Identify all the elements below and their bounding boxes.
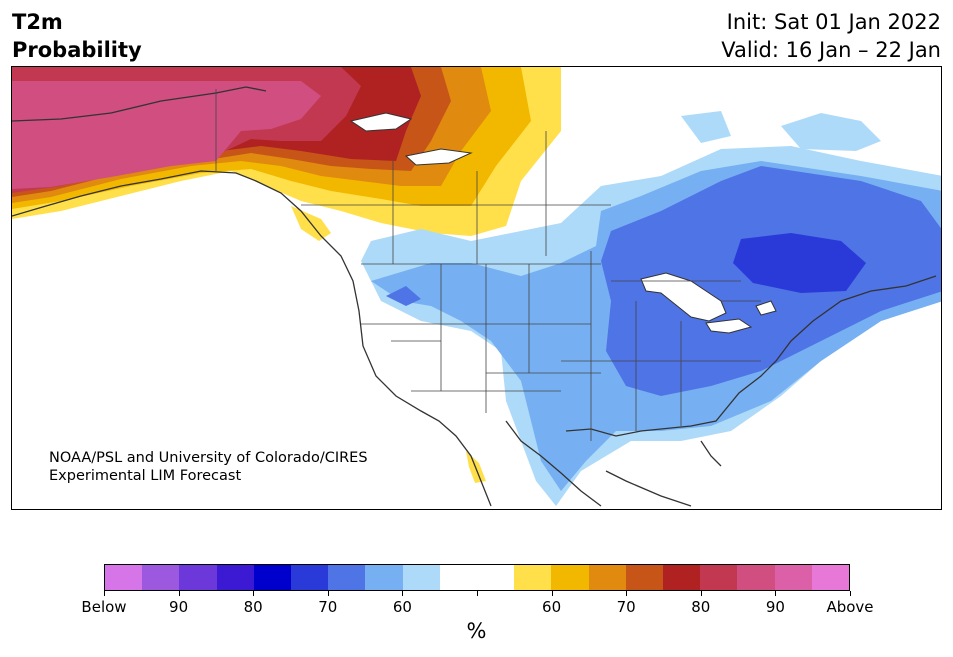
colorbar-tick	[178, 591, 180, 596]
colorbar-label: 70	[318, 598, 338, 616]
colorbar-segment	[588, 565, 626, 590]
great-lakes	[349, 112, 777, 334]
colorbar-segment	[737, 565, 775, 590]
forecast-dates: Init: Sat 01 Jan 2022 Valid: 16 Jan – 22…	[721, 8, 941, 64]
colorbar-label: 60	[542, 598, 562, 616]
colorbar-segment	[253, 565, 292, 590]
colorbar-tickmarks	[0, 591, 953, 597]
colorbar-segment	[774, 565, 812, 590]
title-kind: Probability	[12, 38, 142, 62]
colorbar-tick	[775, 591, 777, 596]
colorbar-segment	[811, 565, 850, 590]
init-date: Init: Sat 01 Jan 2022	[726, 10, 941, 34]
map-canvas	[12, 67, 941, 507]
above-normal-region	[12, 67, 561, 483]
colorbar-label: 90	[765, 598, 785, 616]
colorbar-tick	[253, 591, 255, 596]
colorbar-segment	[514, 565, 552, 590]
arctic-region	[681, 111, 881, 151]
colorbar-label: 90	[169, 598, 189, 616]
colorbar-segment	[216, 565, 254, 590]
colorbar-segment	[179, 565, 217, 590]
colorbar-label: Below	[81, 598, 127, 616]
colorbar-segment	[700, 565, 738, 590]
colorbar-tick	[327, 591, 329, 596]
colorbar	[104, 564, 850, 591]
colorbar-segment	[105, 565, 143, 590]
colorbar-segment	[551, 565, 589, 590]
below-normal-region	[361, 146, 941, 506]
colorbar-segment	[477, 565, 515, 590]
forecast-map	[11, 66, 942, 510]
colorbar-segment	[439, 565, 478, 590]
colorbar-tick	[551, 591, 553, 596]
colorbar-label: 70	[616, 598, 636, 616]
colorbar-segment	[663, 565, 701, 590]
title-variable: T2m	[12, 10, 63, 34]
colorbar-labels: Below 90 80 70 60 60 70 80 90 Above	[0, 598, 953, 618]
colorbar-tick	[700, 591, 702, 596]
credit-line1: NOAA/PSL and University of Colorado/CIRE…	[49, 450, 368, 466]
colorbar-tick	[402, 591, 404, 596]
political-borders	[215, 89, 761, 441]
colorbar-tick	[477, 591, 478, 596]
colorbar-label: Above	[826, 598, 874, 616]
valid-range: Valid: 16 Jan – 22 Jan	[721, 38, 941, 62]
colorbar-tick	[626, 591, 628, 596]
colorbar-label: 80	[691, 598, 711, 616]
colorbar-tick	[850, 591, 851, 596]
colorbar-segment	[625, 565, 664, 590]
coastlines	[12, 86, 937, 507]
colorbar-segment	[402, 565, 440, 590]
credit-line2: Experimental LIM Forecast	[49, 468, 242, 484]
colorbar-segment	[365, 565, 403, 590]
colorbar-label: 60	[392, 598, 412, 616]
colorbar-label: 80	[243, 598, 263, 616]
colorbar-segment	[142, 565, 180, 590]
colorbar-segment	[328, 565, 366, 590]
credit-text: NOAA/PSL and University of Colorado/CIRE…	[49, 449, 368, 485]
colorbar-unit: %	[466, 619, 487, 643]
colorbar-segment	[291, 565, 329, 590]
map-title: T2m Probability	[12, 8, 142, 64]
colorbar-tick	[104, 591, 105, 596]
